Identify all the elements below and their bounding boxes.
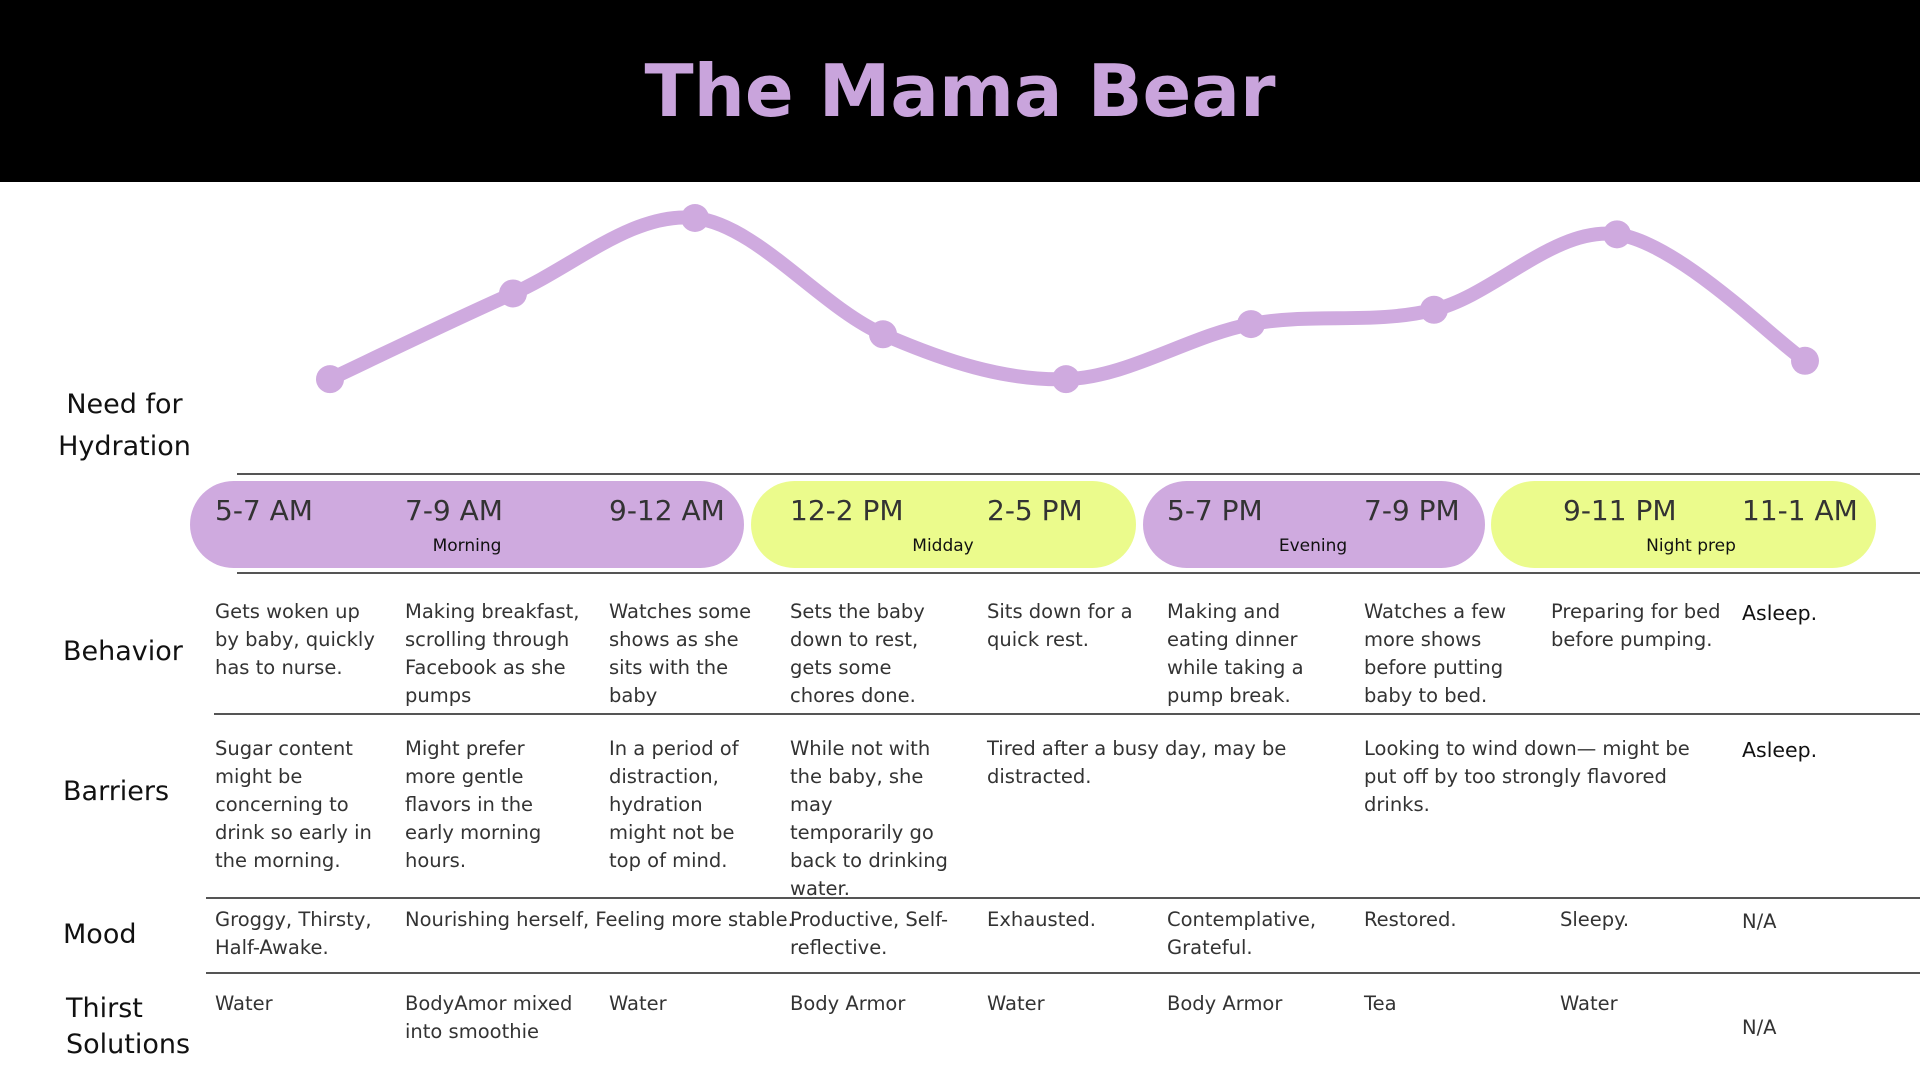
behavior-cell-5: Sits down for a quick rest. <box>987 600 1133 651</box>
thirst-cell-8: Water <box>1560 992 1618 1015</box>
hydration-point-6 <box>1237 310 1265 339</box>
thirst-cell-4: Body Armor <box>790 992 906 1015</box>
time-11-1-am: 11-1 AM <box>1742 494 1858 527</box>
hydration-curve <box>316 204 1819 394</box>
row-label-behavior: Behavior <box>63 636 183 667</box>
barriers-cell-7: Asleep. <box>1742 738 1818 762</box>
time-9-12-am: 9-12 AM <box>609 494 725 527</box>
row-label-barriers: Barriers <box>63 776 170 807</box>
barriers-cell-6: Looking to wind down— might be put off b… <box>1364 737 1690 816</box>
time-9-11-pm: 9-11 PM <box>1563 494 1677 527</box>
behavior-cell-7: Watches a few more shows before putting … <box>1364 600 1507 707</box>
thirst-cell-9: N/A <box>1742 1016 1777 1039</box>
header-bar <box>0 0 1920 182</box>
mood-cell-6: Restored. <box>1364 908 1457 931</box>
thirst-cell-6: Body Armor <box>1167 992 1283 1015</box>
barriers-cell-5: Tired after a busy day, may be distracte… <box>987 737 1287 788</box>
behavior-cell-4: Sets the baby down to rest, gets some ch… <box>790 600 925 707</box>
pill-midday <box>751 481 1136 568</box>
thirst-cell-2: BodyAmor mixed into smoothie <box>405 992 573 1043</box>
hydration-point-5 <box>1052 365 1080 394</box>
hydration-point-8 <box>1603 220 1631 249</box>
hydration-point-1 <box>316 365 344 394</box>
row-label-thirst-line1: Thirst <box>66 993 143 1024</box>
row-label-mood: Mood <box>63 919 137 950</box>
hydration-point-7 <box>1420 295 1448 324</box>
divider-top <box>237 473 1920 475</box>
time-5-7-pm: 5-7 PM <box>1167 494 1263 527</box>
divider-mood <box>206 972 1920 974</box>
row-label-hydration-line2: Hydration <box>58 431 191 462</box>
behavior-cell-6: Making and eating dinner while taking a … <box>1167 600 1304 707</box>
row-label-hydration-line1: Need for <box>66 389 183 420</box>
page-title: The Mama Bear <box>644 49 1276 133</box>
mood-cell-7: Sleepy. <box>1560 908 1630 931</box>
time-2-5-pm: 2-5 PM <box>987 494 1083 527</box>
pill-night-prep <box>1491 481 1876 568</box>
mood-cell-2: Nourishing herself, Feeling more stable. <box>405 908 794 931</box>
time-7-9-pm: 7-9 PM <box>1364 494 1460 527</box>
mood-cell-1: Groggy, Thirsty, Half-Awake. <box>215 908 372 959</box>
thirst-cell-1: Water <box>215 992 273 1015</box>
time-7-9-am: 7-9 AM <box>405 494 503 527</box>
thirst-cell-3: Water <box>609 992 667 1015</box>
row-label-thirst-solutions: Thirst Solutions <box>66 991 190 1063</box>
mood-cell-5: Contemplative, Grateful. <box>1167 908 1317 959</box>
mood-cell-8: N/A <box>1742 910 1777 933</box>
barriers-cell-3: In a period of distraction, hydration mi… <box>609 737 739 872</box>
hydration-point-4 <box>869 320 897 349</box>
behavior-cell-9: Asleep. <box>1742 601 1818 625</box>
phase-midday: Midday <box>912 536 974 556</box>
pill-evening <box>1143 481 1485 568</box>
barriers-cell-2: Might prefer more gentle flavors in the … <box>405 737 542 872</box>
time-12-2-pm: 12-2 PM <box>790 494 904 527</box>
barriers-cell-4: While not with the baby, she may tempora… <box>790 737 948 900</box>
mood-cell-3: Productive, Self-reflective. <box>790 908 949 959</box>
time-5-7-am: 5-7 AM <box>215 494 313 527</box>
divider-under-times <box>237 572 1920 574</box>
hydration-point-9 <box>1791 346 1819 375</box>
pill-morning <box>190 481 744 568</box>
behavior-cell-3: Watches some shows as she sits with the … <box>609 600 752 707</box>
phase-evening: Evening <box>1278 536 1348 556</box>
divider-behavior <box>214 713 1920 715</box>
thirst-cell-5: Water <box>987 992 1045 1015</box>
row-label-hydration: Need for Hydration <box>57 384 192 468</box>
row-label-thirst-line2: Solutions <box>66 1029 191 1060</box>
thirst-cell-7: Tea <box>1364 992 1397 1015</box>
barriers-cell-1: Sugar content might be concerning to dri… <box>215 737 372 872</box>
behavior-cell-8: Preparing for bed before pumping. <box>1551 600 1721 651</box>
hydration-point-3 <box>681 204 709 232</box>
hydration-curve-line <box>323 210 1812 387</box>
hydration-point-2 <box>499 279 527 308</box>
phase-morning: Morning <box>432 536 502 556</box>
behavior-cell-2: Making breakfast, scrolling through Face… <box>405 600 580 707</box>
phase-night-prep: Night prep <box>1646 536 1736 556</box>
divider-barriers <box>206 897 1920 899</box>
mood-cell-4: Exhausted. <box>987 908 1096 931</box>
behavior-cell-1: Gets woken up by baby, quickly has to nu… <box>215 600 375 679</box>
